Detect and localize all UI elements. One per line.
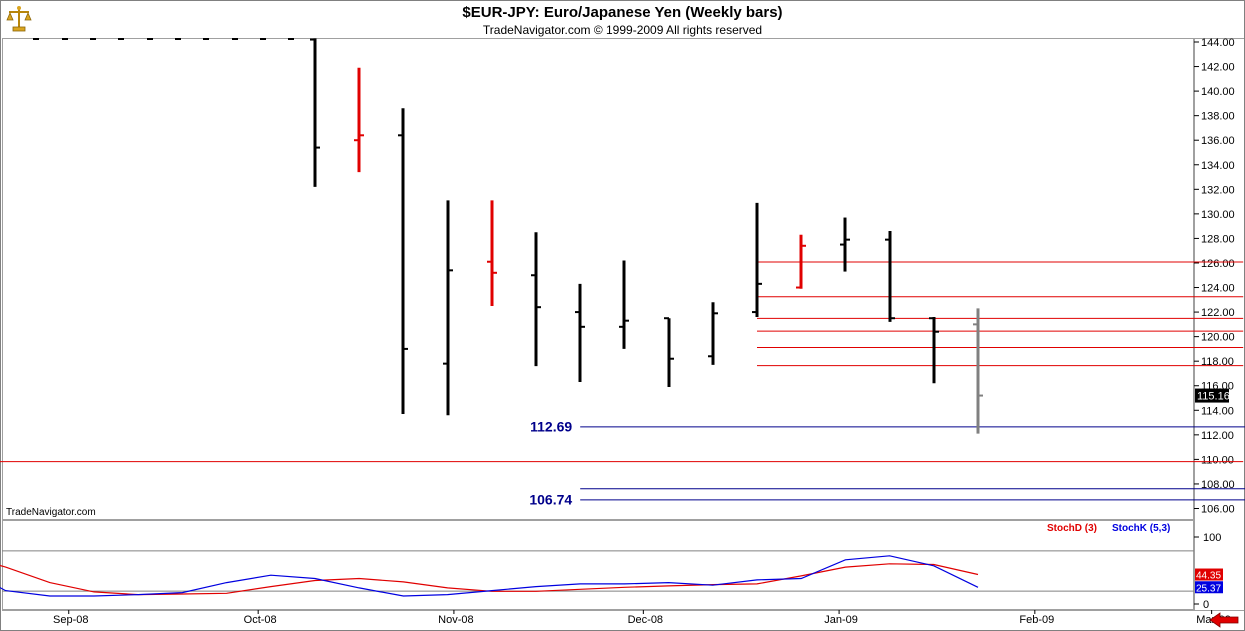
price-tick-label: 126.00 — [1201, 258, 1235, 270]
date-tick-label: Nov-08 — [438, 614, 473, 626]
price-tick-label: 110.00 — [1201, 454, 1234, 466]
ohlc-bar — [354, 67, 364, 173]
price-tick-label: 130.00 — [1201, 209, 1235, 221]
stochastic-series-line — [0, 563, 979, 596]
price-tick-label: 120.00 — [1201, 332, 1235, 344]
price-tick-label: 132.00 — [1201, 184, 1235, 196]
price-tick-label: 122.00 — [1201, 307, 1235, 319]
ohlc-bar — [487, 200, 497, 306]
price-panel — [2, 38, 1194, 520]
price-bars — [310, 38, 983, 434]
ohlc-bar — [310, 38, 320, 187]
level-label: 106.74 — [529, 491, 572, 507]
current-price-tag: 115.16 — [1195, 388, 1230, 403]
price-tick-label: 134.00 — [1201, 160, 1235, 172]
scales-logo-icon[interactable] — [4, 4, 34, 34]
ohlc-bar — [575, 283, 585, 383]
ohlc-bar — [885, 231, 895, 322]
price-tick-label: 142.00 — [1201, 62, 1235, 74]
price-tick-label: 124.00 — [1201, 283, 1235, 295]
price-tick-label: 140.00 — [1201, 86, 1235, 98]
level-label: 112.69 — [530, 418, 572, 434]
ohlc-bar — [619, 260, 629, 349]
date-tick-label: Oct-08 — [244, 614, 277, 626]
stochastic-panel — [2, 520, 1194, 610]
legend-stoch-d: StochD (3) — [1047, 523, 1097, 534]
date-tick-label: Dec-08 — [628, 614, 663, 626]
stochastic-tick-label: 0 — [1203, 599, 1209, 611]
price-tag-box — [1195, 388, 1229, 403]
price-tick-label: 118.00 — [1201, 356, 1234, 368]
stochastic-lines — [0, 555, 979, 597]
price-tick-label: 136.00 — [1201, 135, 1235, 147]
date-tick-label: Jan-09 — [824, 614, 858, 626]
stochastic-tag-box — [1195, 568, 1223, 581]
ohlc-bar — [708, 302, 718, 365]
stochastic-tick-label: 100 — [1203, 532, 1221, 544]
ohlc-bar — [531, 232, 541, 367]
stochastic-y-axis: 100 0 — [2, 532, 1221, 611]
price-tick-label: 112.00 — [1201, 430, 1234, 442]
price-tick-label: 144.00 — [1201, 37, 1235, 49]
ohlc-bar — [443, 200, 453, 416]
ohlc-bar — [973, 308, 983, 434]
price-tick-label: 128.00 — [1201, 233, 1235, 245]
ohlc-bar — [664, 317, 674, 387]
price-levels: 126.12123.29121.53120.49119.16117.68112.… — [0, 261, 1245, 507]
stochastic-series-line — [0, 555, 979, 597]
chart-title: $EUR-JPY: Euro/Japanese Yen (Weekly bars… — [462, 4, 783, 21]
ohlc-bar — [398, 108, 408, 414]
ohlc-bar — [752, 202, 762, 317]
stochastic-tag-box — [1195, 581, 1223, 594]
ohlc-bar — [796, 234, 806, 289]
stochastic-tag-text: 25.37 — [1196, 583, 1221, 594]
price-tick-label: 138.00 — [1201, 111, 1235, 123]
stochastic-tag-text: 44.35 — [1196, 571, 1221, 582]
price-tick-label: 106.00 — [1201, 504, 1235, 516]
ohlc-bar — [929, 316, 939, 384]
price-tick-label: 114.00 — [1201, 405, 1234, 417]
legend-stoch-k: StochK (5,3) — [1112, 523, 1170, 534]
date-tick-label: Sep-08 — [53, 614, 88, 626]
price-tag-text: 115.16 — [1197, 391, 1230, 403]
scroll-left-arrow-icon[interactable] — [1208, 612, 1240, 628]
date-tick-label: Feb-09 — [1019, 614, 1054, 626]
chart-subtitle: TradeNavigator.com © 1999-2009 All right… — [482, 23, 763, 37]
stochastic-legend: StochD (3) StochK (5,3) — [1047, 523, 1170, 534]
ohlc-bar — [840, 217, 850, 272]
price-tick-label: 108.00 — [1201, 479, 1235, 491]
brand-watermark: TradeNavigator.com — [6, 507, 96, 518]
